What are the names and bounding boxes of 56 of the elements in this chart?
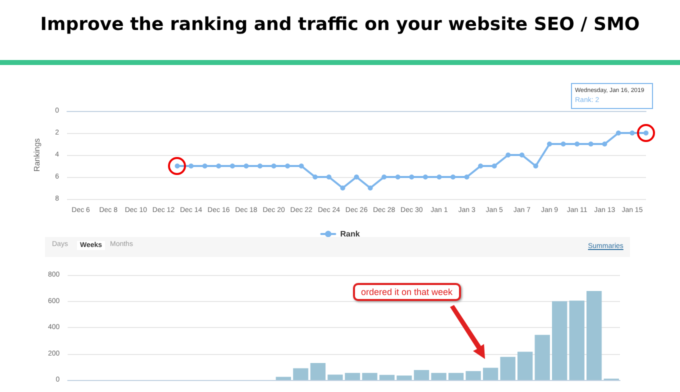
y-axis-title: Rankings [32, 138, 42, 172]
point [616, 130, 621, 136]
bar [517, 352, 533, 380]
bar [431, 372, 446, 380]
point [547, 142, 552, 146]
point [285, 164, 290, 168]
point [188, 164, 194, 168]
point [202, 164, 208, 168]
point [409, 174, 414, 180]
point [533, 164, 538, 168]
point [395, 174, 400, 180]
point [478, 164, 484, 168]
point [560, 142, 566, 146]
point [436, 174, 442, 180]
point [382, 174, 387, 180]
point [422, 174, 428, 180]
point [312, 174, 318, 180]
bar [569, 300, 584, 380]
chart-title: Improve the ranking and traffic on your website SEO / SMO [39, 14, 641, 35]
bar [276, 376, 292, 380]
bar [310, 362, 326, 380]
point [298, 164, 304, 168]
point [326, 174, 332, 180]
point [630, 130, 635, 136]
point [602, 142, 608, 146]
bar [500, 356, 516, 380]
bar [414, 370, 430, 380]
point [230, 164, 235, 168]
point [492, 164, 497, 168]
annotation: ordered it on that week [353, 283, 461, 301]
bar [586, 291, 602, 380]
point [340, 186, 346, 190]
point [354, 174, 359, 180]
point [588, 142, 594, 146]
bar [482, 368, 498, 380]
point [519, 152, 524, 158]
legend-label: Rank [340, 230, 360, 238]
bar [534, 334, 550, 380]
bar [293, 368, 308, 380]
point [271, 164, 276, 168]
bar [328, 374, 343, 380]
point [368, 186, 373, 190]
bar [552, 301, 568, 380]
bar [466, 371, 481, 380]
bar [379, 374, 395, 380]
point [450, 174, 456, 180]
point [258, 164, 262, 168]
bar [362, 372, 378, 380]
point [506, 152, 511, 158]
bar [448, 372, 464, 380]
point [574, 142, 580, 146]
point [216, 164, 222, 168]
point [464, 174, 470, 180]
point [244, 164, 249, 168]
bar [344, 372, 360, 380]
bar [396, 376, 412, 380]
